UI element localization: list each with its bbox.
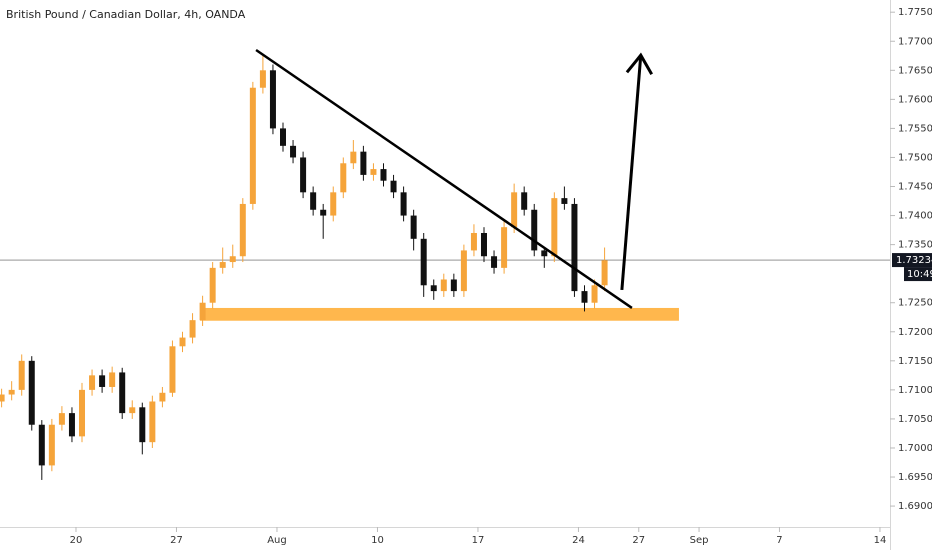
candle-body [109,372,116,387]
candle-body [390,180,397,193]
candle-body [430,285,437,292]
candle-body [0,394,5,402]
x-tick-label: Sep [690,535,709,546]
candle-body [249,87,256,204]
candle-body [360,151,367,175]
candle-body [420,238,427,286]
candle-body [370,169,377,175]
arrow-shaft [620,55,643,291]
candle-body [199,302,206,321]
candle-body [480,232,487,257]
y-tick-label: 1.69000 [898,501,932,512]
candle-body [229,256,236,263]
y-tick-label: 1.75500 [898,123,932,134]
candle-body [320,209,327,216]
candle-body [239,203,246,257]
chart-title: British Pound / Canadian Dollar, 4h, OAN… [6,8,246,21]
y-tick-label: 1.70000 [898,443,932,454]
candle-body [410,215,417,239]
candle-body [18,360,25,390]
candle-body [601,260,608,286]
candle-body [470,232,477,251]
candle-body [350,151,357,164]
trendline [255,48,633,309]
candle-body [310,192,317,210]
candle-body [531,209,538,251]
y-tick-label: 1.71500 [898,356,932,367]
candle-body [269,70,276,129]
candle-body [68,413,75,437]
countdown-label: 10:49 [907,269,932,280]
countdown-box [904,267,932,282]
arrow-head [625,52,653,76]
candle-body [38,424,45,466]
last-price-box [892,253,932,268]
x-tick-label: 10 [371,535,384,546]
candle-body [591,285,598,303]
x-tick-label: 17 [472,535,485,546]
candle-body [541,250,548,257]
candle-body [290,145,297,158]
y-tick-label: 1.75000 [898,152,932,163]
candle-body [460,250,467,292]
y-tick-label: 1.69500 [898,472,932,483]
y-tick-label: 1.70500 [898,414,932,425]
candle-body [209,267,216,303]
candle-body [89,375,96,390]
x-tick-label: 7 [776,535,782,546]
candle-body [440,279,447,292]
candle-body [581,291,588,303]
candle-body [521,192,528,210]
candle-body [450,279,457,292]
y-tick-label: 1.74500 [898,182,932,193]
y-tick-label: 1.74000 [898,211,932,222]
candle-body [159,392,166,402]
candle-body [571,203,578,292]
y-tick-label: 1.71000 [898,385,932,396]
candle-body [551,198,558,257]
candle-body [380,169,387,181]
y-tick-label: 1.76500 [898,65,932,76]
candle-body [340,163,347,193]
candle-body [119,372,126,414]
candle-body [28,360,35,425]
candle-body [179,337,186,347]
x-tick-label: 20 [70,535,83,546]
candle-body [169,346,176,393]
y-tick-label: 1.76000 [898,94,932,105]
candle-body [491,256,498,268]
candle-body [400,192,407,216]
candle-body [259,70,266,88]
candle-body [8,389,15,395]
candle-body [501,227,508,268]
y-tick-label: 1.72000 [898,327,932,338]
candle-body [149,401,156,443]
candle-body [219,262,226,268]
candle-body [330,192,337,216]
support-zone [199,307,679,321]
last-price-label: 1.73234 [896,255,932,266]
x-tick-label: 24 [572,535,585,546]
y-tick-label: 1.77000 [898,36,932,47]
candle-body [139,407,146,443]
candle-body [189,320,196,338]
x-tick-label: Aug [267,535,287,546]
y-tick-label: 1.77500 [898,7,932,18]
candle-body [300,157,307,193]
x-tick-label: 14 [874,535,887,546]
candle-body [79,389,86,437]
candle-body [99,375,106,387]
candle-body [58,413,65,425]
y-tick-label: 1.72500 [898,298,932,309]
y-tick-label: 1.73500 [898,240,932,251]
x-tick-label: 27 [632,535,645,546]
candle-body [561,198,568,204]
candle-body [129,407,136,414]
candle-body [48,424,55,466]
x-tick-label: 27 [170,535,183,546]
candle-body [511,192,518,228]
candle-body [279,128,286,146]
